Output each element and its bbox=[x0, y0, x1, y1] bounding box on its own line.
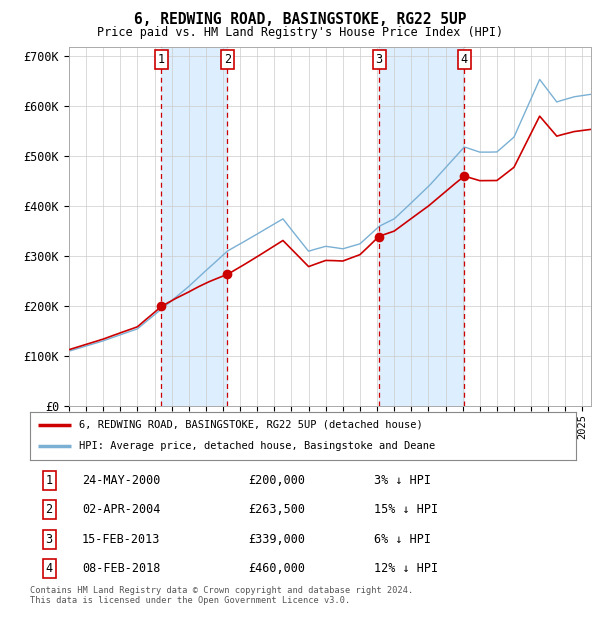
Text: £263,500: £263,500 bbox=[248, 503, 305, 516]
Text: 2: 2 bbox=[224, 53, 231, 66]
Text: 6, REDWING ROAD, BASINGSTOKE, RG22 5UP (detached house): 6, REDWING ROAD, BASINGSTOKE, RG22 5UP (… bbox=[79, 420, 423, 430]
Text: 15-FEB-2013: 15-FEB-2013 bbox=[82, 533, 160, 546]
Text: 3% ↓ HPI: 3% ↓ HPI bbox=[374, 474, 431, 487]
Text: 4: 4 bbox=[46, 562, 53, 575]
Bar bbox=[161, 46, 227, 406]
Text: 6% ↓ HPI: 6% ↓ HPI bbox=[374, 533, 431, 546]
Text: 08-FEB-2018: 08-FEB-2018 bbox=[82, 562, 160, 575]
Text: 02-APR-2004: 02-APR-2004 bbox=[82, 503, 160, 516]
Text: 6, REDWING ROAD, BASINGSTOKE, RG22 5UP: 6, REDWING ROAD, BASINGSTOKE, RG22 5UP bbox=[134, 12, 466, 27]
Text: 24-MAY-2000: 24-MAY-2000 bbox=[82, 474, 160, 487]
Text: 4: 4 bbox=[461, 53, 468, 66]
Text: 1: 1 bbox=[158, 53, 165, 66]
Text: 15% ↓ HPI: 15% ↓ HPI bbox=[374, 503, 438, 516]
Text: HPI: Average price, detached house, Basingstoke and Deane: HPI: Average price, detached house, Basi… bbox=[79, 441, 436, 451]
Text: £200,000: £200,000 bbox=[248, 474, 305, 487]
Text: Price paid vs. HM Land Registry's House Price Index (HPI): Price paid vs. HM Land Registry's House … bbox=[97, 26, 503, 39]
Text: £460,000: £460,000 bbox=[248, 562, 305, 575]
Text: Contains HM Land Registry data © Crown copyright and database right 2024.
This d: Contains HM Land Registry data © Crown c… bbox=[30, 586, 413, 605]
Text: 2: 2 bbox=[46, 503, 53, 516]
Text: 3: 3 bbox=[376, 53, 383, 66]
Text: 3: 3 bbox=[46, 533, 53, 546]
Bar bbox=[379, 46, 464, 406]
Text: £339,000: £339,000 bbox=[248, 533, 305, 546]
Text: 1: 1 bbox=[46, 474, 53, 487]
Text: 12% ↓ HPI: 12% ↓ HPI bbox=[374, 562, 438, 575]
